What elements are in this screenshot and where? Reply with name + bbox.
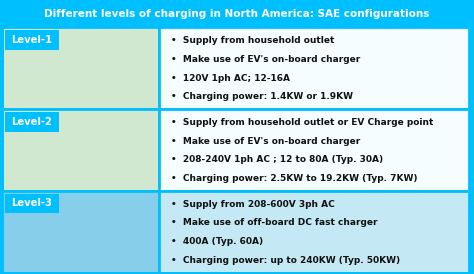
Bar (159, 27, 469, 109)
Text: Level-1: Level-1 (11, 35, 53, 45)
Text: •  400A (Typ. 60A): • 400A (Typ. 60A) (171, 237, 263, 246)
Bar (5, 30, 59, 50)
Text: •  Charging power: 2.5KW to 19.2KW (Typ. 7KW): • Charging power: 2.5KW to 19.2KW (Typ. … (171, 174, 417, 183)
Bar (5, 194, 59, 213)
Bar (5, 112, 59, 132)
Text: •  Make use of EV's on-board charger: • Make use of EV's on-board charger (171, 55, 360, 64)
Bar (159, 109, 469, 191)
Text: •  Make use of EV's on-board charger: • Make use of EV's on-board charger (171, 137, 360, 146)
Text: •  208-240V 1ph AC ; 12 to 80A (Typ. 30A): • 208-240V 1ph AC ; 12 to 80A (Typ. 30A) (171, 155, 383, 164)
Bar (2, 1, 472, 27)
Text: •  Supply from household outlet: • Supply from household outlet (171, 36, 334, 45)
Text: Level-2: Level-2 (11, 117, 53, 127)
Text: Different levels of charging in North America: SAE configurations: Different levels of charging in North Am… (44, 9, 430, 19)
Text: •  Supply from 208-600V 3ph AC: • Supply from 208-600V 3ph AC (171, 200, 334, 209)
Text: Level-3: Level-3 (11, 198, 53, 209)
Bar (159, 191, 469, 273)
Text: •  Make use of off-board DC fast charger: • Make use of off-board DC fast charger (171, 218, 377, 227)
Text: •  Charging power: 1.4KW or 1.9KW: • Charging power: 1.4KW or 1.9KW (171, 92, 353, 101)
Text: •  Supply from household outlet or EV Charge point: • Supply from household outlet or EV Cha… (171, 118, 433, 127)
Bar (2, 27, 159, 109)
Text: •  120V 1ph AC; 12-16A: • 120V 1ph AC; 12-16A (171, 74, 290, 83)
Bar (2, 109, 159, 191)
Bar (2, 191, 159, 273)
Text: •  Charging power: up to 240KW (Typ. 50KW): • Charging power: up to 240KW (Typ. 50KW… (171, 256, 400, 265)
